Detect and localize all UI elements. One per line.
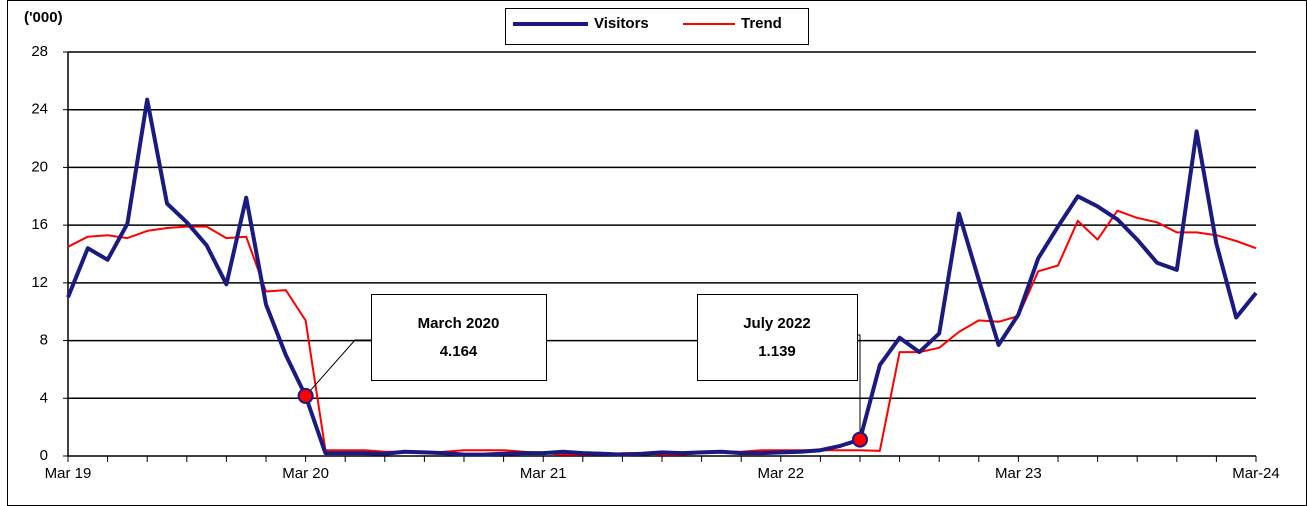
y-tick-label: 0 [40, 447, 48, 464]
legend: Visitors Trend [505, 8, 809, 45]
callout-value: 1.139 [758, 343, 796, 360]
legend-label: Trend [741, 15, 782, 32]
x-tick-label: Mar 23 [995, 465, 1042, 482]
y-tick-label: 16 [31, 216, 48, 233]
legend-box [505, 8, 809, 45]
y-tick-label: 28 [31, 43, 48, 60]
highlight-point [852, 431, 868, 448]
callout-title: July 2022 [743, 315, 811, 332]
y-tick-label: 20 [31, 158, 48, 175]
callout-title: March 2020 [418, 315, 500, 332]
callout-box [371, 294, 547, 381]
callout-value: 4.164 [440, 343, 478, 360]
y-unit-label: ('000) [24, 9, 63, 26]
x-tick-label: Mar 22 [757, 465, 804, 482]
highlight-point [297, 387, 314, 404]
callout-leader [305, 339, 371, 397]
callout-leader [857, 334, 861, 440]
frame [7, 0, 1307, 506]
series-line [67, 209, 1257, 456]
series-line [66, 97, 1258, 457]
x-tick-label: Mar 19 [45, 465, 92, 482]
legend-label: Visitors [594, 15, 649, 32]
y-tick-label: 8 [40, 332, 48, 349]
y-tick-label: 4 [40, 389, 48, 406]
x-tick-label: Mar 21 [520, 465, 567, 482]
y-tick-label: 24 [31, 101, 48, 118]
x-tick-label: Mar 20 [282, 465, 329, 482]
callout-box [697, 294, 858, 381]
y-tick-label: 12 [31, 274, 48, 291]
x-tick-label: Mar-24 [1232, 465, 1280, 482]
